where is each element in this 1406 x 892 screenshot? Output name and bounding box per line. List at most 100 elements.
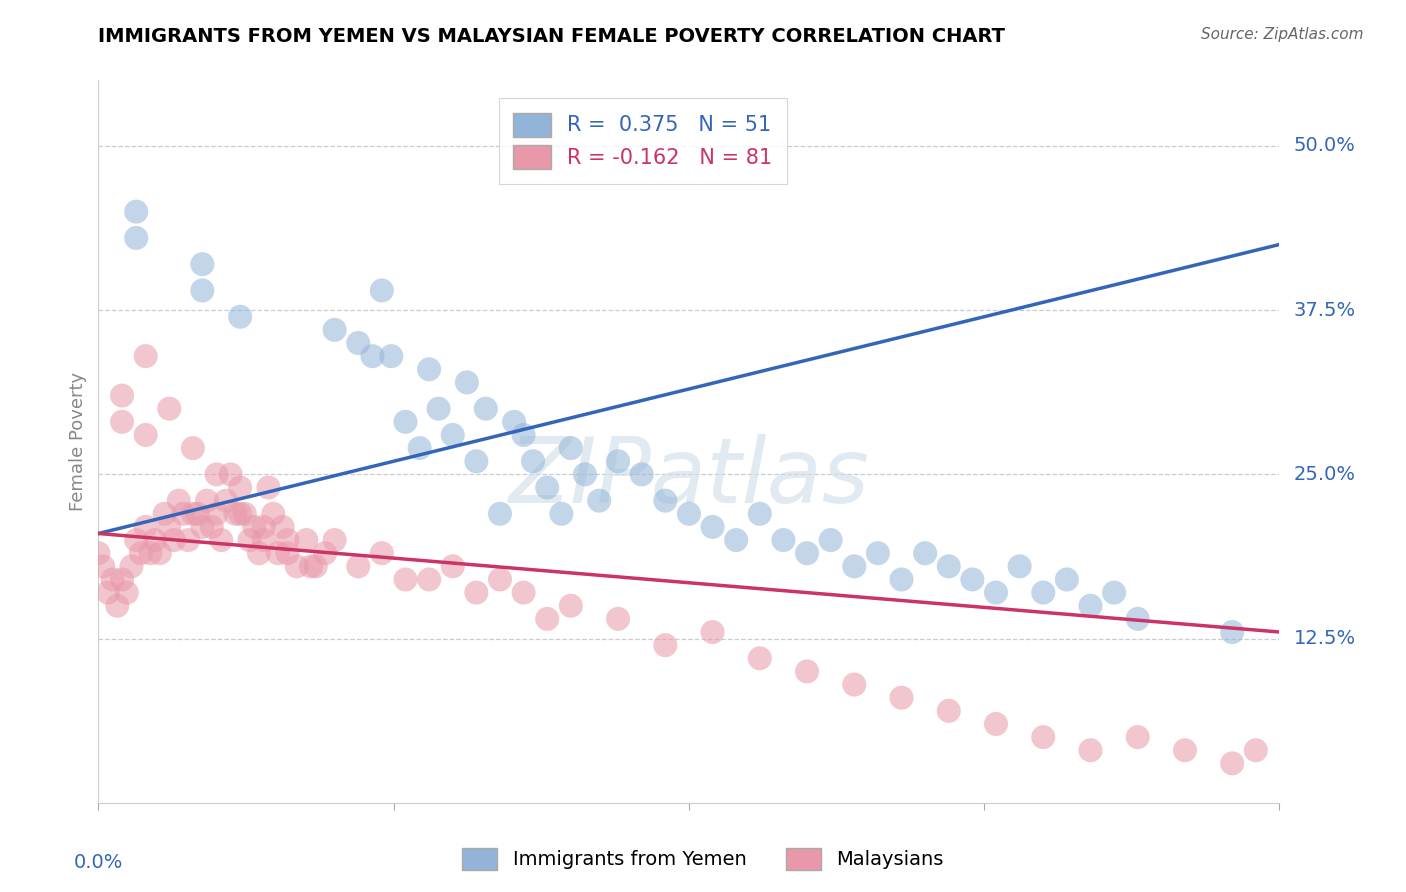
Text: 37.5%: 37.5% [1294,301,1355,319]
Point [380,349,402,363]
Point [427,401,450,416]
Point [111,415,134,429]
Point [111,388,134,402]
Point [844,677,866,691]
Point [299,559,322,574]
Point [271,520,294,534]
Point [157,401,180,416]
Point [588,493,610,508]
Point [574,467,596,482]
Point [1056,573,1078,587]
Point [441,559,464,574]
Point [938,704,960,718]
Point [394,415,416,429]
Point [984,717,1007,731]
Point [243,520,266,534]
Point [224,507,246,521]
Point [512,585,534,599]
Point [748,651,770,665]
Point [139,546,162,560]
Point [1126,730,1149,744]
Point [295,533,318,547]
Point [257,481,280,495]
Point [205,467,228,482]
Point [678,507,700,521]
Point [229,507,252,521]
Point [262,507,284,521]
Point [115,585,138,599]
Point [456,376,478,390]
Point [143,533,166,547]
Point [441,428,464,442]
Point [219,467,242,482]
Point [654,493,676,508]
Point [153,507,176,521]
Text: 25.0%: 25.0% [1294,465,1355,483]
Point [1174,743,1197,757]
Point [607,612,630,626]
Point [191,284,214,298]
Point [347,559,370,574]
Y-axis label: Female Poverty: Female Poverty [69,372,87,511]
Point [550,507,572,521]
Legend: Immigrants from Yemen, Malaysians: Immigrants from Yemen, Malaysians [454,839,952,878]
Point [101,573,124,587]
Point [285,559,308,574]
Point [536,612,558,626]
Text: ZIPatlas: ZIPatlas [509,434,869,522]
Point [239,533,262,547]
Point [135,428,157,442]
Point [187,507,209,521]
Point [191,520,214,534]
Point [87,546,110,560]
Point [796,546,818,560]
Point [394,573,416,587]
Point [91,559,114,574]
Point [177,533,200,547]
Point [1080,599,1102,613]
Point [1244,743,1267,757]
Point [1032,730,1054,744]
Point [172,507,194,521]
Point [1080,743,1102,757]
Point [1220,756,1243,771]
Point [725,533,748,547]
Point [215,493,238,508]
Point [135,349,157,363]
Point [866,546,889,560]
Point [253,533,276,547]
Point [253,520,276,534]
Point [209,533,232,547]
Point [149,546,172,560]
Point [121,559,143,574]
Point [654,638,676,652]
Point [305,559,328,574]
Point [135,520,157,534]
Point [796,665,818,679]
Point [938,559,960,574]
Text: 50.0%: 50.0% [1294,136,1355,155]
Point [890,690,912,705]
Point [1102,585,1125,599]
Point [489,573,512,587]
Point [111,573,134,587]
Point [191,257,214,271]
Point [105,599,128,613]
Point [361,349,384,363]
Point [536,481,558,495]
Point [475,401,498,416]
Point [229,481,252,495]
Point [163,533,186,547]
Point [1032,585,1054,599]
Point [201,520,224,534]
Text: 0.0%: 0.0% [73,854,124,872]
Point [314,546,336,560]
Point [371,284,394,298]
Point [229,310,252,324]
Point [748,507,770,521]
Point [962,573,984,587]
Point [560,599,582,613]
Point [181,441,204,455]
Point [844,559,866,574]
Text: 12.5%: 12.5% [1294,629,1355,648]
